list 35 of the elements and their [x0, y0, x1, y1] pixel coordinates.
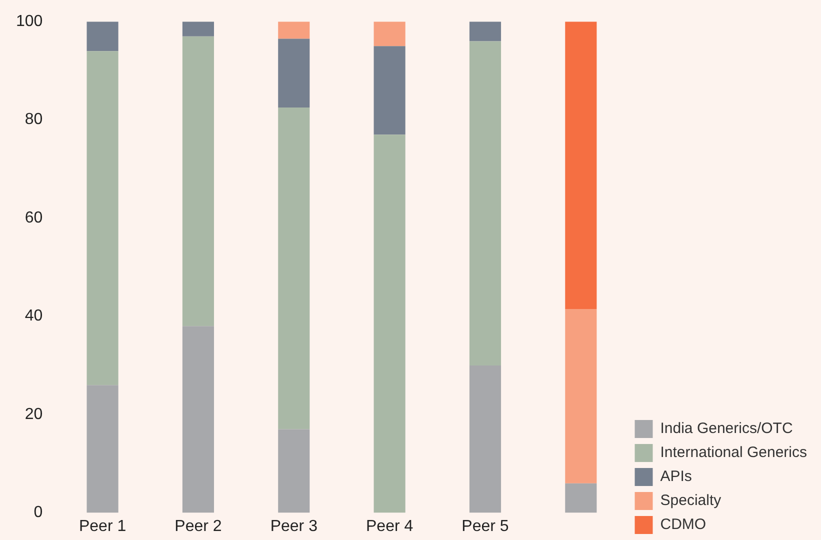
y-tick-label: 100: [16, 13, 43, 30]
bar: [278, 38, 310, 108]
y-tick-label: 0: [34, 504, 43, 522]
legend-label: Specialty: [660, 492, 722, 510]
bar: [86, 22, 118, 52]
bar: [86, 385, 118, 513]
bar: [182, 36, 214, 326]
x-tick-label: Peer 3: [270, 518, 318, 535]
bar: [182, 326, 214, 513]
bar: [86, 51, 118, 386]
legend-label: CDMO: [660, 516, 706, 534]
bar: [469, 22, 502, 42]
bar: [469, 365, 502, 513]
y-tick-label: 40: [24, 308, 43, 325]
bar: [374, 46, 406, 135]
x-tick-label: Peer 5: [462, 518, 509, 535]
bar: [182, 22, 214, 36]
bar: [565, 22, 597, 309]
legend-label: International Generics: [660, 444, 807, 462]
x-tick-label: Peer 1: [78, 518, 126, 535]
y-tick-label: 20: [24, 406, 43, 423]
legend-label: India Generics/OTC: [660, 420, 793, 438]
y-tick-label: 60: [24, 209, 43, 226]
bar: [469, 41, 502, 366]
bar: [374, 134, 406, 513]
y-tick-label: 80: [24, 111, 43, 128]
bar: [565, 308, 597, 484]
legend-label: APIs: [660, 468, 692, 486]
bar: [278, 22, 310, 39]
x-tick-label: Peer 2: [174, 518, 222, 535]
bar: [374, 22, 406, 46]
bar: [278, 429, 310, 513]
x-tick-label: Peer 4: [366, 518, 414, 535]
bar: [278, 108, 310, 430]
bar: [565, 483, 597, 513]
